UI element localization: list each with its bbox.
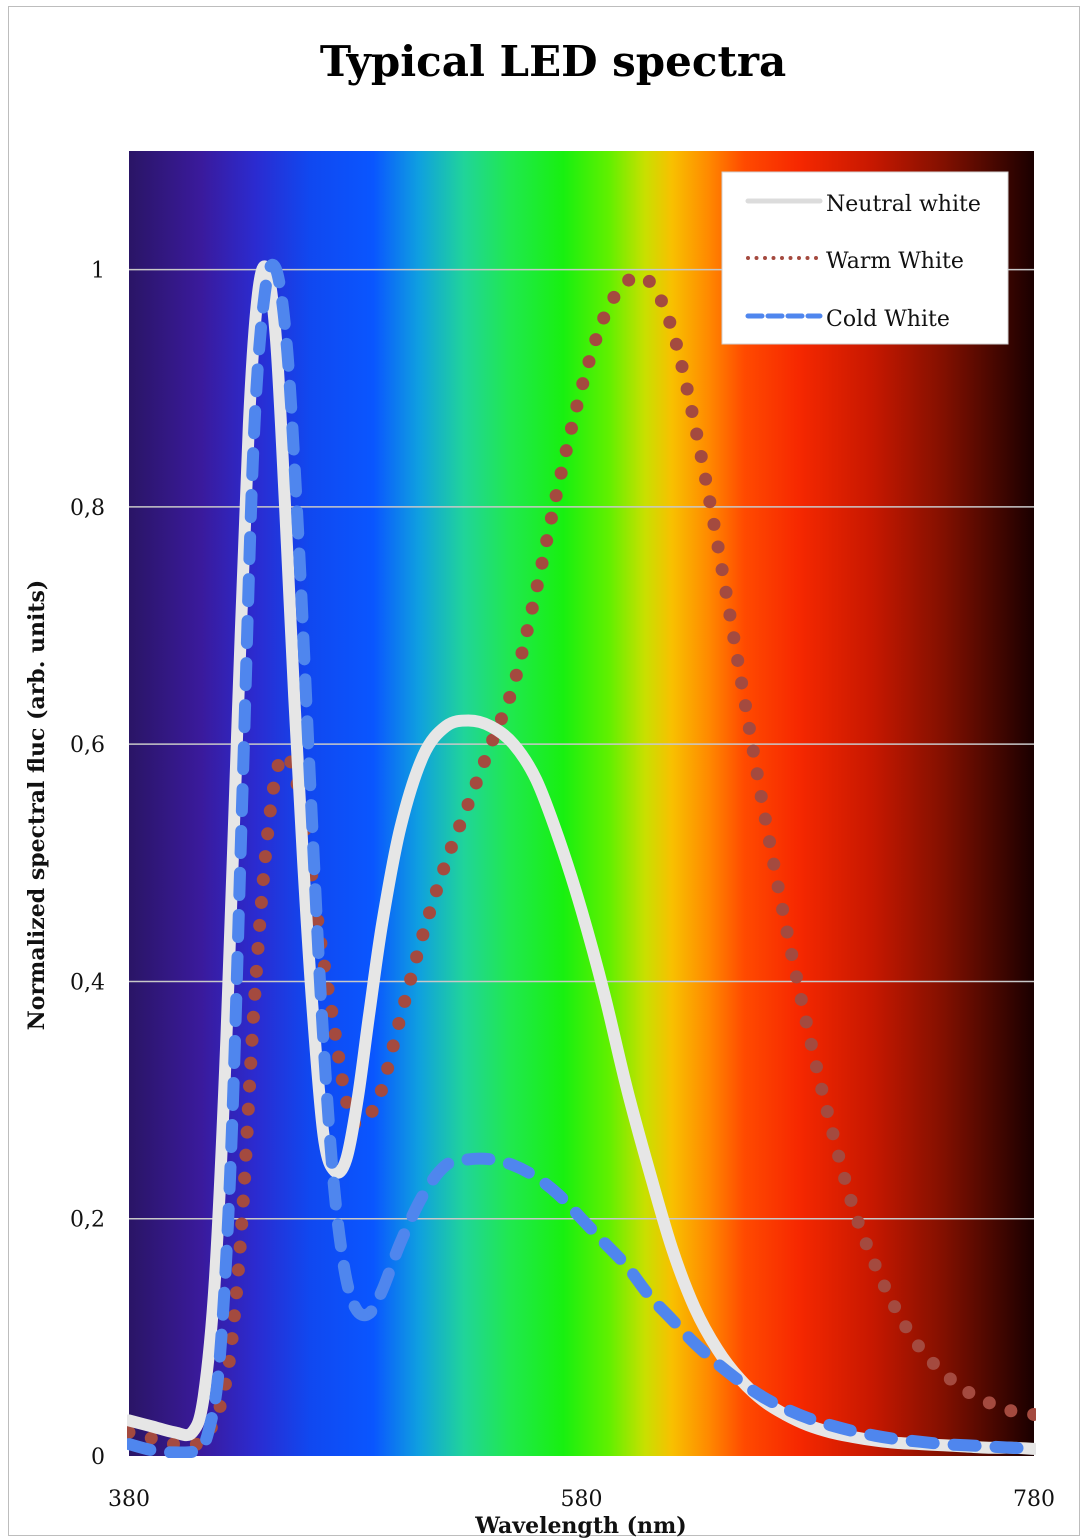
x-axis-label: Wavelength (nm) xyxy=(474,1513,686,1539)
y-tick-label: 0,8 xyxy=(70,496,105,521)
chart-title: Typical LED spectra xyxy=(320,37,786,86)
series-line-neutral-white xyxy=(127,260,1036,1455)
x-tick-label: 380 xyxy=(108,1487,150,1512)
x-tick-label: 580 xyxy=(561,1487,603,1512)
legend-label-cold-white: Cold White xyxy=(826,307,950,332)
y-tick-label: 0,2 xyxy=(70,1208,105,1233)
series-line-warm-white xyxy=(127,269,1036,1452)
x-tick-label: 780 xyxy=(1013,1487,1055,1512)
y-axis-label: Normalized spectral fluc (arb. units) xyxy=(24,580,50,1031)
series-line-cold-white xyxy=(127,258,1036,1458)
series-layer xyxy=(127,258,1036,1458)
y-tick-label: 0,4 xyxy=(70,970,105,995)
axis-ticks: 0 0,2 0,4 0,6 0,8 1 380 580 780 xyxy=(70,259,1055,1512)
y-tick-label: 0 xyxy=(91,1445,105,1470)
legend: Neutral white Warm White Cold White xyxy=(721,171,1009,345)
y-tick-label: 1 xyxy=(91,259,105,284)
legend-label-warm-white: Warm White xyxy=(826,249,964,274)
legend-label-neutral-white: Neutral white xyxy=(826,192,981,217)
y-tick-label: 0,6 xyxy=(70,733,105,758)
